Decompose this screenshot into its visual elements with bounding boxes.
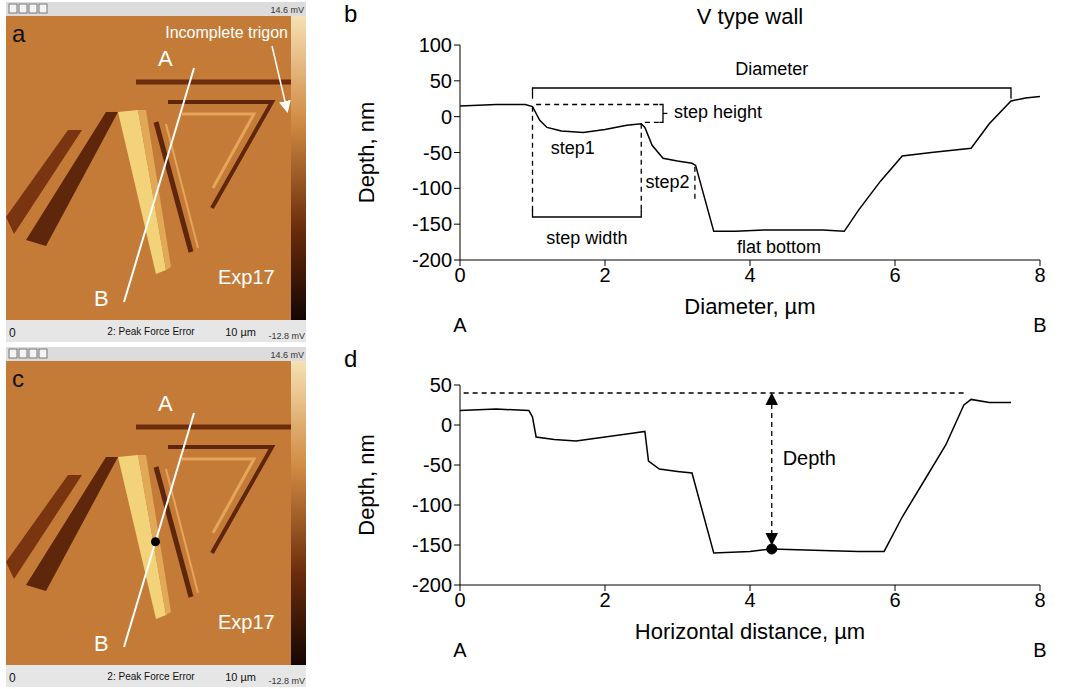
svg-text:A: A — [158, 391, 173, 416]
svg-text:10 µm: 10 µm — [225, 326, 256, 338]
svg-text:14.6 mV: 14.6 mV — [270, 350, 304, 360]
svg-text:6: 6 — [889, 589, 900, 611]
svg-text:14.6 mV: 14.6 mV — [270, 5, 304, 15]
svg-text:b: b — [344, 0, 357, 27]
svg-text:-50: -50 — [423, 454, 452, 476]
svg-text:Exp17: Exp17 — [218, 266, 275, 288]
svg-text:flat bottom: flat bottom — [737, 237, 821, 257]
svg-text:50: 50 — [430, 70, 452, 92]
svg-text:A: A — [453, 314, 467, 336]
svg-text:6: 6 — [889, 264, 900, 286]
svg-text:-150: -150 — [412, 534, 452, 556]
svg-text:2: Peak Force Error: 2: Peak Force Error — [107, 671, 195, 682]
svg-text:Exp17: Exp17 — [218, 611, 275, 633]
svg-text:Depth: Depth — [783, 447, 836, 469]
svg-text:Depth, nm: Depth, nm — [354, 434, 379, 536]
svg-text:8: 8 — [1034, 264, 1045, 286]
svg-text:0: 0 — [441, 106, 452, 128]
svg-text:a: a — [12, 20, 26, 47]
svg-text:step1: step1 — [551, 138, 595, 158]
svg-text:step width: step width — [546, 228, 627, 248]
svg-text:A: A — [453, 639, 467, 661]
svg-text:-200: -200 — [412, 249, 452, 271]
svg-text:0: 0 — [441, 414, 452, 436]
svg-text:B: B — [94, 286, 109, 311]
svg-text:0: 0 — [9, 671, 16, 685]
svg-text:Diameter, µm: Diameter, µm — [684, 294, 815, 319]
svg-text:2: 2 — [599, 589, 610, 611]
svg-text:step height: step height — [674, 102, 762, 122]
svg-text:4: 4 — [744, 589, 755, 611]
svg-text:Diameter: Diameter — [735, 59, 808, 79]
svg-text:0: 0 — [454, 589, 465, 611]
svg-text:-150: -150 — [412, 213, 452, 235]
svg-text:-100: -100 — [412, 177, 452, 199]
svg-text:0: 0 — [454, 264, 465, 286]
svg-text:-12.8 mV: -12.8 mV — [268, 676, 305, 686]
svg-text:-100: -100 — [412, 494, 452, 516]
svg-text:Horizontal distance, µm: Horizontal distance, µm — [635, 619, 865, 644]
svg-text:8: 8 — [1034, 589, 1045, 611]
svg-text:B: B — [1033, 314, 1046, 336]
svg-text:Depth, nm: Depth, nm — [354, 102, 379, 204]
svg-text:50: 50 — [430, 374, 452, 396]
svg-text:10 µm: 10 µm — [225, 671, 256, 683]
svg-text:0: 0 — [9, 326, 16, 340]
svg-text:2: 2 — [599, 264, 610, 286]
svg-text:2: Peak Force Error: 2: Peak Force Error — [107, 326, 195, 337]
svg-text:B: B — [1033, 639, 1046, 661]
svg-text:step2: step2 — [646, 172, 690, 192]
svg-text:100: 100 — [419, 34, 452, 56]
svg-text:Incomplete trigon: Incomplete trigon — [165, 24, 288, 41]
svg-text:4: 4 — [744, 264, 755, 286]
svg-text:B: B — [94, 631, 109, 656]
svg-text:-200: -200 — [412, 574, 452, 596]
svg-text:-50: -50 — [423, 142, 452, 164]
svg-text:V type wall: V type wall — [697, 4, 803, 29]
svg-text:c: c — [12, 365, 24, 392]
svg-text:d: d — [344, 345, 357, 372]
svg-text:A: A — [158, 46, 173, 71]
svg-text:-12.8 mV: -12.8 mV — [268, 331, 305, 341]
